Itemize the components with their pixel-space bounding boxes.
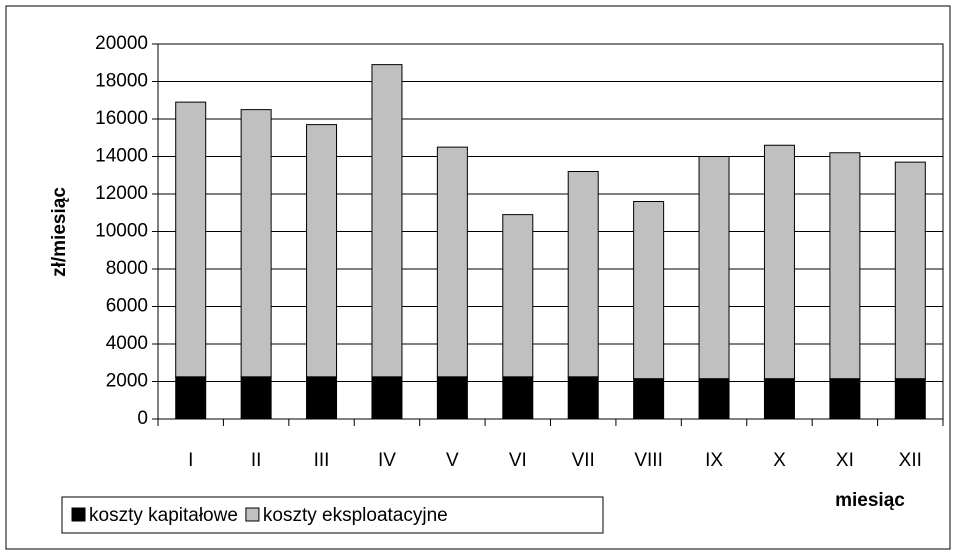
- y-tick-label: 14000: [95, 146, 148, 167]
- bar-segment: [567, 171, 599, 378]
- y-tick-label: 0: [137, 408, 148, 429]
- y-tick-label: 18000: [95, 71, 148, 92]
- bar-segment: [436, 376, 468, 420]
- x-tick-label: IV: [378, 450, 396, 471]
- x-tick-label: V: [446, 450, 459, 471]
- y-tick-label: 8000: [106, 258, 148, 279]
- y-tick-label: 20000: [95, 33, 148, 54]
- bar-segment: [240, 376, 272, 420]
- bar-segment: [240, 109, 272, 378]
- y-tick-label: 10000: [95, 221, 148, 242]
- bar-segment: [829, 152, 861, 380]
- bar-segment: [829, 378, 861, 420]
- legend-box: [61, 496, 604, 534]
- y-axis-title: zł/miesiąc: [49, 187, 70, 277]
- bar-segment: [894, 378, 926, 420]
- y-tick-label: 4000: [106, 333, 148, 354]
- bar-segment: [633, 378, 665, 420]
- y-tick-label: 6000: [106, 296, 148, 317]
- bar-segment: [763, 144, 795, 380]
- x-tick-label: VII: [572, 450, 595, 471]
- legend-swatch: [245, 507, 260, 522]
- bar-segment: [763, 378, 795, 420]
- x-tick-label: X: [773, 450, 786, 471]
- x-tick-label: IX: [705, 450, 723, 471]
- x-tick-label: III: [314, 450, 330, 471]
- bar-segment: [698, 156, 730, 380]
- bar-segment: [306, 124, 338, 378]
- x-tick-label: XII: [899, 450, 922, 471]
- bar-segment: [567, 376, 599, 420]
- bar-segment: [436, 146, 468, 378]
- y-tick-label: 2000: [106, 371, 148, 392]
- bar-segment: [306, 376, 338, 420]
- bar-segment: [698, 378, 730, 420]
- x-tick-label: II: [251, 450, 262, 471]
- legend-label: koszty eksploatacyjne: [263, 505, 448, 526]
- x-tick-label: VI: [509, 450, 527, 471]
- y-tick-label: 12000: [95, 183, 148, 204]
- x-tick-label: XI: [836, 450, 854, 471]
- bar-segment: [371, 376, 403, 420]
- legend-label: koszty kapitałowe: [89, 505, 238, 526]
- bar-segment: [894, 161, 926, 380]
- y-tick-label: 16000: [95, 108, 148, 129]
- bar-segment: [175, 376, 207, 420]
- bar-segment: [371, 64, 403, 378]
- x-axis-title: miesiąc: [835, 490, 905, 511]
- legend-swatch: [71, 507, 86, 522]
- bar-segment: [633, 201, 665, 380]
- bar-segment: [175, 101, 207, 378]
- bar-segment: [502, 376, 534, 420]
- bar-segment: [502, 214, 534, 378]
- x-tick-label: I: [188, 450, 193, 471]
- x-tick-label: VIII: [634, 450, 663, 471]
